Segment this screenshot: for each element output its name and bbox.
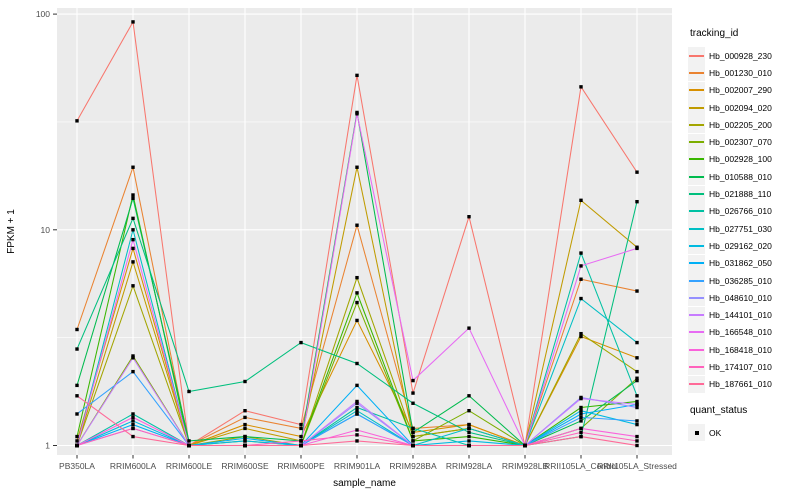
legend-entry: Hb_002928_100 [688, 150, 800, 168]
y-tick-label: 10 [41, 225, 51, 235]
x-tick-label: RRII105LA_Control [544, 461, 618, 471]
legend-entry: Hb_174107_010 [688, 358, 800, 376]
legend-entry-label: Hb_174107_010 [709, 361, 772, 372]
legend-entry-label: Hb_027751_030 [709, 223, 772, 234]
legend-entry: Hb_029162_020 [688, 237, 800, 255]
x-axis-title: sample_name [333, 478, 396, 489]
legend-key-line-icon [688, 185, 705, 203]
legend-key-line-icon [688, 133, 705, 151]
y-axis-title: FPKM + 1 [6, 209, 17, 254]
legend-entry-label: Hb_168418_010 [709, 344, 772, 355]
legend-entry-label: Hb_002928_100 [709, 154, 772, 165]
legend-entry-label: Hb_000928_230 [709, 50, 772, 61]
legend-entry: Hb_010588_010 [688, 168, 800, 186]
legend-entry: Hb_000928_230 [688, 47, 800, 65]
legend-title-tracking-id: tracking_id [690, 28, 739, 39]
legend-key-line-icon [688, 202, 705, 220]
legend-entry-label: Hb_029162_020 [709, 240, 772, 251]
legend-entry-label: OK [709, 427, 722, 438]
legend-key-line-icon [688, 64, 705, 82]
x-tick-label: RRIM600LE [166, 461, 213, 471]
legend-entry: Hb_187661_010 [688, 375, 800, 393]
legend: tracking_id Hb_000928_230 Hb_001230_010 Hb… [688, 28, 800, 442]
legend-entry: Hb_144101_010 [688, 306, 800, 324]
ok-square-icon [688, 424, 705, 442]
legend-key-line-icon [688, 168, 705, 186]
legend-entry: Hb_031862_050 [688, 254, 800, 272]
legend-key-line-icon [688, 220, 705, 238]
legend-entry-label: Hb_002307_070 [709, 137, 772, 148]
legend-key-line-icon [688, 375, 705, 393]
legend-entry-label: Hb_010588_010 [709, 171, 772, 182]
legend-key-line-icon [688, 237, 705, 255]
legend-entry: Hb_021888_110 [688, 185, 800, 203]
legend-key-line-icon [688, 272, 705, 289]
legend-key-line-icon [688, 341, 705, 359]
legend-entry-label: Hb_002205_200 [709, 119, 772, 130]
legend-key-line-icon [688, 323, 705, 341]
x-tick-label: RRIM901LA [334, 461, 381, 471]
legend-entry-label: Hb_166548_010 [709, 327, 772, 338]
legend-entry: Hb_002205_200 [688, 116, 800, 134]
legend-key-line-icon [688, 99, 705, 117]
legend-entry-label: Hb_021888_110 [709, 189, 772, 200]
legend-entry-label: Hb_026766_010 [709, 206, 772, 217]
x-tick-label: RRIM928LA [446, 461, 493, 471]
legend-entry-label: Hb_001230_010 [709, 67, 772, 78]
legend-entry-label: Hb_002007_290 [709, 85, 772, 96]
legend-entry: Hb_001230_010 [688, 64, 800, 82]
legend-entry: Hb_166548_010 [688, 323, 800, 341]
legend-entries: Hb_000928_230 Hb_001230_010 Hb_002007_290 H… [688, 47, 800, 393]
x-tick-label: PB350LA [59, 461, 95, 471]
x-tick-label: RRIM600SE [221, 461, 269, 471]
legend-key-line-icon [688, 254, 705, 272]
x-tick-label: RRII105LA_Stressed [597, 461, 677, 471]
legend-entry-label: Hb_036285_010 [709, 275, 772, 286]
y-tick-label: 100 [36, 9, 50, 19]
legend-entry: Hb_002007_290 [688, 81, 800, 99]
legend-entry: Hb_036285_010 [688, 272, 800, 289]
x-tick-label: RRIM600PE [277, 461, 325, 471]
legend-key-line-icon [688, 150, 705, 168]
legend-entry: Hb_168418_010 [688, 341, 800, 359]
x-tick-label: RRIM928LB [502, 461, 549, 471]
legend-quant-status-block: quant_status OK [688, 404, 800, 442]
legend-key-line-icon [688, 116, 705, 134]
legend-entry-label: Hb_187661_010 [709, 379, 772, 390]
legend-entry-ok: OK [688, 424, 800, 442]
legend-entry-label: Hb_031862_050 [709, 258, 772, 269]
legend-entry: Hb_002307_070 [688, 133, 800, 151]
legend-entry-label: Hb_144101_010 [709, 310, 772, 321]
legend-key-line-icon [688, 289, 705, 307]
y-tick-label: 1 [45, 441, 50, 451]
legend-entry: Hb_027751_030 [688, 220, 800, 238]
x-tick-label: RRIM928BA [389, 461, 437, 471]
legend-title-quant-status: quant_status [690, 404, 748, 416]
legend-entry: Hb_002094_020 [688, 99, 800, 117]
legend-entry-label: Hb_048610_010 [709, 292, 772, 303]
x-tick-label: RRIM600LA [110, 461, 157, 471]
legend-entry: Hb_048610_010 [688, 289, 800, 307]
legend-key-line-icon [688, 358, 705, 376]
legend-key-line-icon [688, 306, 705, 324]
legend-key-line-icon [688, 81, 705, 99]
legend-entry: Hb_026766_010 [688, 202, 800, 220]
legend-key-line-icon [688, 47, 705, 65]
legend-entry-label: Hb_002094_020 [709, 102, 772, 113]
